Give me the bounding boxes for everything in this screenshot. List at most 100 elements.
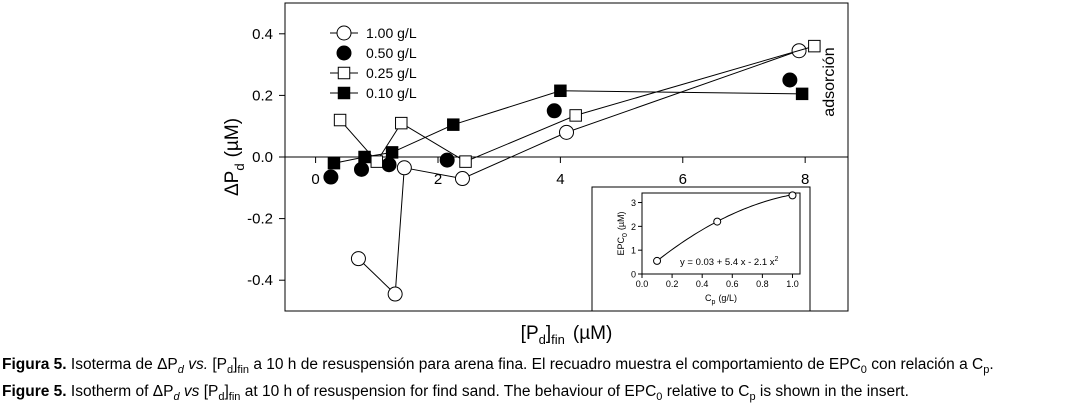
caption-subscript: d — [218, 391, 225, 403]
data-point — [381, 157, 397, 173]
inset-y-label-main: EPC — [616, 237, 626, 256]
inset-chart: 0 1 2 3 0.0 0.2 0.4 0.6 0.8 1.0 EPC0(µM) Cp (g/L) y =… — [591, 186, 811, 312]
caption-text: relative to C — [662, 383, 750, 400]
inset-y-tick-label: 1 — [631, 246, 636, 256]
inset-data-point — [653, 256, 662, 265]
inset-x-tick-label: 0.0 — [636, 279, 649, 289]
x-axis-label-sub2: fin — [551, 332, 565, 347]
y-axis-label-unit: (µM) — [222, 118, 243, 157]
legend-label: 0.50 g/L — [366, 45, 417, 61]
inset-x-tick-label: 1.0 — [786, 279, 799, 289]
x-tick-label: 4 — [556, 171, 564, 188]
inset-fit-curve — [656, 194, 793, 262]
x-axis-label-unit: (µM) — [573, 323, 612, 344]
data-point — [396, 160, 412, 176]
data-point — [385, 146, 399, 159]
data-point — [554, 84, 567, 98]
inset-data-point — [713, 217, 722, 226]
data-point — [327, 156, 341, 170]
caption-text: a 10 h de resuspensión para arena fina. … — [249, 356, 861, 373]
annotation-adsorcion: adsorción — [821, 47, 838, 116]
legend-label: 1.00 g/L — [366, 25, 417, 41]
x-axis-label-main: [P — [521, 323, 539, 344]
y-axis-label: ΔPd (µM) — [222, 118, 247, 196]
data-point — [454, 171, 470, 187]
inset-equation: y = 0.03 + 5.4 x - 2.1 x2 — [680, 256, 779, 268]
caption-text: [P — [208, 356, 227, 373]
y-axis-label-sub: d — [232, 163, 247, 170]
x-tick-label: 8 — [801, 171, 809, 188]
data-point — [808, 39, 821, 53]
caption-subscript: d — [177, 364, 184, 376]
y-tick-label: -0.4 — [247, 272, 273, 289]
data-point — [387, 286, 403, 302]
data-point — [439, 152, 455, 168]
caption-subscript: p — [749, 391, 756, 403]
caption-text: at 10 h of resuspension for find sand. T… — [240, 383, 657, 400]
legend-marker — [336, 25, 352, 41]
inset-y-axis-label: EPC0 (µM) — [616, 211, 629, 255]
inset-x-tick-label: 0.4 — [696, 279, 709, 289]
inset-x-label-sub: p — [712, 299, 716, 306]
inset-x-tick-label: 0.6 — [726, 279, 739, 289]
inset-x-tick-label: 0.2 — [666, 279, 679, 289]
caption-label: Figura 5. — [2, 356, 67, 373]
caption-text: ] — [233, 356, 238, 373]
inset-y-tick-label: 2 — [631, 222, 636, 232]
caption-text: is shown in the insert. — [755, 383, 909, 400]
data-point — [795, 87, 809, 101]
caption-subscript: 0 — [656, 391, 663, 403]
data-point — [395, 116, 408, 130]
series-0-10-g-L — [327, 84, 809, 170]
y-tick-label: 0.2 — [252, 87, 273, 104]
inset-y-tick-label: 3 — [631, 198, 636, 208]
caption-english: Figure 5. Isotherm of ΔPd vs [Pd]fin at … — [2, 382, 909, 403]
data-point — [333, 113, 347, 127]
inset-y-tick-label: 0 — [631, 270, 636, 280]
inset-plot-frame — [641, 192, 801, 275]
data-point — [459, 155, 472, 168]
caption-subscript: fin — [237, 364, 250, 376]
caption-text: ] — [224, 383, 229, 400]
legend-marker — [336, 45, 352, 61]
legend-label: 0.25 g/L — [366, 65, 417, 81]
legend-label: 0.10 g/L — [366, 85, 417, 101]
legend-marker — [337, 86, 351, 100]
caption-text: . — [989, 356, 994, 373]
x-tick-label: 2 — [434, 171, 442, 188]
caption-text: vs. — [183, 356, 209, 373]
caption-subscript: d — [173, 391, 180, 403]
data-point — [782, 72, 798, 88]
x-tick-label: 6 — [679, 171, 687, 188]
inset-equation-sup: 2 — [775, 256, 779, 263]
y-tick-label: 0.4 — [252, 26, 273, 43]
legend-marker — [337, 66, 351, 80]
data-point — [358, 150, 371, 164]
inset-x-label-main: C — [705, 293, 712, 303]
data-point — [569, 109, 582, 122]
data-point — [447, 118, 460, 131]
data-point — [350, 251, 366, 267]
data-point — [370, 155, 384, 168]
caption-subscript: 0 — [860, 364, 867, 376]
inset-data-point — [788, 191, 797, 200]
inset-x-axis-label: Cp (g/L) — [705, 293, 737, 306]
inset-y-label-unit: (µM) — [616, 211, 626, 230]
legend: 1.00 g/L 0.50 g/L 0.25 g/L 0.10 g/L — [330, 25, 417, 101]
x-axis-label: [Pd]fin (µM) — [521, 323, 613, 347]
inset-equation-main: y = 0.03 + 5.4 x - 2.1 x — [680, 257, 775, 268]
y-tick-label: 0.0 — [252, 149, 273, 166]
y-tick-label: -0.2 — [247, 211, 273, 228]
caption-subscript: fin — [228, 391, 241, 403]
caption-text: Isotherm of ΔP — [66, 383, 174, 400]
caption-subscript: p — [983, 364, 990, 376]
inset-x-tick-label: 0.8 — [756, 279, 769, 289]
caption-subscript: d — [226, 364, 234, 376]
x-axis-label-bracket: ] — [546, 323, 551, 344]
y-axis-label-main: ΔP — [222, 171, 243, 196]
caption-spanish: Figura 5. Isoterma de ΔPd vs. [Pd]fin a … — [2, 355, 994, 376]
x-axis-label-sub: d — [539, 332, 546, 347]
caption-label: Figure 5. — [2, 383, 67, 400]
